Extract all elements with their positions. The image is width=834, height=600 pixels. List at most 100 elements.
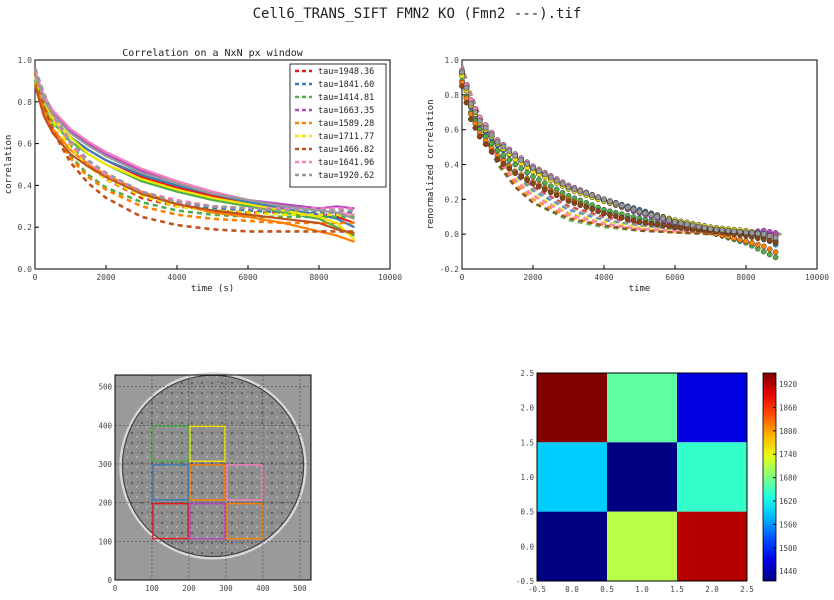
renormalized-point [530,180,536,187]
correlation-fit-line [33,67,355,212]
colorbar-tick-label: 1740 [779,450,798,459]
renormalized-point [463,85,470,91]
renormalized-point [595,208,601,215]
renormalized-point [648,212,655,218]
renormalized-point [666,217,672,224]
renormalized-fit-line [460,64,782,236]
heatmap-frame [536,372,748,582]
renormalized-point [494,147,501,154]
renormalized-point [565,184,572,190]
colorbar-tick-label: 1500 [779,544,798,553]
renormalized-point [672,224,678,231]
heatmap-xtick-label: 2.0 [705,585,719,594]
renormalized-point [524,169,530,176]
analysis-window [226,425,263,462]
renormalized-point [541,186,548,193]
renormalized-point [766,246,773,253]
renormalized-point [476,118,483,124]
correlation-ytick-label: 0.0 [18,265,33,274]
renormalized-point [719,227,726,233]
renormalized-point [553,192,560,199]
correlation-xtick-label: 6000 [238,273,257,282]
renormalized-point [636,219,643,225]
renormalized-point [577,202,584,208]
renormalized-point [512,152,519,159]
renormalized-point [488,132,495,138]
heatmap-xtick-label: 2.5 [740,585,754,594]
renormalized-point [618,214,625,221]
renormalized-point [459,69,465,76]
renormalized-point [607,211,613,218]
renormalized-point [482,141,489,148]
renormalized-point [589,192,596,199]
renormalized-ylabel: renormalized correlation [426,99,436,229]
heatmap-ytick-label: 1.5 [520,438,534,447]
cell-xtick-label: 0 [113,584,118,593]
cell-xtick-label: 100 [145,584,159,593]
renormalized-point [494,156,501,163]
renormalized-point [701,224,708,231]
heatmap-ytick-label: 2.5 [520,369,534,378]
colorbar-tick-label: 1620 [779,497,798,506]
analysis-window [226,464,263,501]
legend-label: tau=1711.77 [318,132,374,142]
renormalized-point [601,196,607,203]
correlation-frame [34,59,391,270]
analysis-window [152,502,189,540]
renormalized-point [559,195,566,202]
renormalized-point [695,223,702,230]
heatmap-ytick-label: -0.5 [516,577,534,586]
heatmap-cell [677,511,747,581]
renormalized-point [612,213,619,220]
correlation-ytick-label: 0.4 [18,181,33,190]
renormalized-ytick-label: 0.6 [445,126,460,135]
renormalized-point [654,213,661,220]
renormalized-point [601,210,607,217]
cell-ytick-label: 100 [98,537,112,546]
renormalized-point [772,234,779,241]
legend-label: tau=1948.36 [318,67,374,77]
renormalized-point [468,100,474,107]
renormalized-point [536,177,542,183]
renormalized-point [660,215,667,222]
renormalized-point [630,206,637,213]
analysis-window [152,425,189,462]
heatmap-cell [607,373,677,443]
renormalized-point [518,173,525,180]
legend-label: tau=1641.96 [318,158,374,168]
renormalized-point [660,222,667,229]
renormalized-point [725,227,732,234]
renormalized-point [512,170,519,177]
renormalized-point [666,223,672,230]
renormalized-point [500,143,507,150]
renormalized-xtick-label: 0 [460,273,465,282]
heatmap-xtick-label: 1.5 [670,585,684,594]
renormalized-point [524,161,530,167]
heatmap-cell [677,373,747,443]
analysis-window [152,464,189,501]
renormalized-point [749,230,755,236]
renormalized-ytick-label: -0.2 [440,265,459,274]
colorbar-tick-label: 1920 [779,380,798,389]
renormalized-xtick-label: 8000 [736,273,755,282]
renormalized-ytick-label: 0.0 [445,230,460,239]
correlation-title: Correlation on a NxN px window [122,48,304,59]
renormalized-xlabel: time [629,284,651,294]
cell-ytick-label: 500 [98,383,112,392]
cell-ytick-label: 300 [98,460,112,469]
renormalized-point [536,183,542,190]
renormalized-point [482,125,489,131]
renormalized-point [506,165,513,172]
correlation-xtick-label: 8000 [309,273,328,282]
heatmap-cell [607,511,677,581]
cell-ytick-label: 0 [107,576,112,585]
heatmap-xtick-label: 0.0 [565,585,579,594]
renormalized-point [654,221,661,228]
correlation-xtick-label: 10000 [378,273,402,282]
correlation-ytick-label: 0.6 [18,140,33,149]
correlation-fit-line [33,70,355,216]
renormalized-point [595,194,601,201]
renormalized-point [760,236,767,243]
analysis-window [189,502,226,540]
cell-ytick-label: 400 [98,421,112,430]
